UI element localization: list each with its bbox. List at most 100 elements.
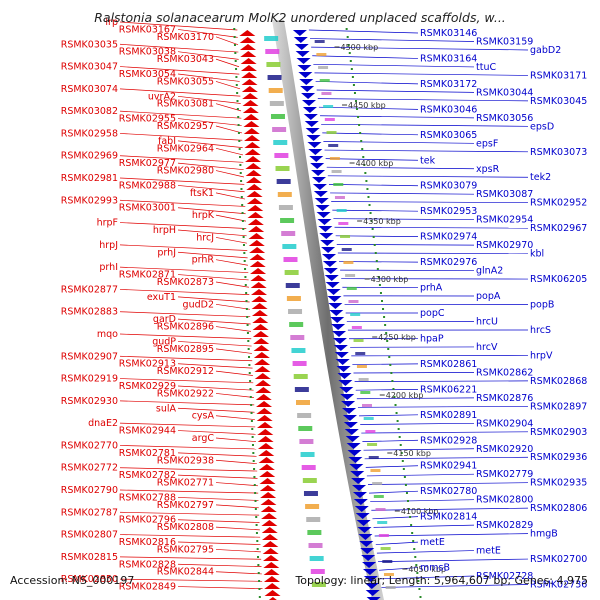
- right-gene-label[interactable]: RSMK02891: [420, 410, 477, 421]
- left-gene-label[interactable]: argC: [192, 433, 215, 444]
- right-gene-label[interactable]: popB: [530, 300, 554, 311]
- right-gene-label[interactable]: RSMK03046: [420, 104, 477, 115]
- left-gene-label[interactable]: RSMK03038: [119, 47, 176, 58]
- right-gene-label[interactable]: RSMK02936: [530, 452, 587, 463]
- right-gene-label[interactable]: RSMK03159: [476, 36, 533, 47]
- left-gene-label[interactable]: RSMK03001: [119, 203, 176, 214]
- right-gene-label[interactable]: RSMK02954: [476, 215, 533, 226]
- left-gene-label[interactable]: hrpK: [192, 210, 215, 221]
- left-gene-label[interactable]: RSMK02957: [157, 121, 214, 132]
- right-gene-label[interactable]: RSMK03164: [420, 53, 477, 64]
- left-gene-label[interactable]: RSMK02772: [61, 463, 118, 474]
- left-gene-label[interactable]: RSMK02797: [157, 500, 214, 511]
- left-gene-label[interactable]: RSMK02913: [119, 359, 176, 370]
- right-gene-label[interactable]: RSMK03087: [476, 189, 533, 200]
- right-gene-label[interactable]: tek: [420, 155, 436, 166]
- left-gene-label[interactable]: RSMK02796: [119, 515, 176, 526]
- right-gene-label[interactable]: hmgB: [530, 529, 558, 540]
- right-gene-label[interactable]: RSMK02970: [476, 240, 533, 251]
- right-gene-label[interactable]: epsD: [530, 121, 554, 132]
- left-gene-label[interactable]: RSMK02790: [61, 485, 118, 496]
- right-gene-label[interactable]: RSMK02814: [420, 512, 477, 523]
- left-gene-label[interactable]: RSMK02993: [61, 195, 118, 206]
- left-gene-label[interactable]: RSMK03167: [119, 24, 176, 35]
- left-gene-label[interactable]: hrpJ: [99, 240, 118, 251]
- right-gene-label[interactable]: RSMK06205: [530, 274, 587, 285]
- left-gene-label[interactable]: gudP: [152, 336, 176, 347]
- right-gene-label[interactable]: RSMK02700: [530, 554, 587, 565]
- right-gene-label[interactable]: mmsB: [420, 563, 450, 574]
- left-gene-label[interactable]: RSMK03035: [61, 39, 118, 50]
- left-gene-label[interactable]: RSMK02795: [157, 544, 214, 555]
- left-gene-label[interactable]: prhR: [192, 255, 215, 266]
- right-gene-label[interactable]: RSMK02829: [476, 520, 533, 531]
- left-gene-label[interactable]: mqo: [97, 329, 118, 340]
- left-gene-label[interactable]: RSMK03081: [157, 99, 214, 110]
- left-gene-label[interactable]: RSMK02896: [157, 322, 214, 333]
- right-gene-label[interactable]: RSMK03056: [476, 113, 533, 124]
- left-gene-label[interactable]: uvrA2: [148, 91, 176, 102]
- left-gene-label[interactable]: RSMK02771: [157, 478, 214, 489]
- left-gene-label[interactable]: RSMK02828: [119, 559, 176, 570]
- right-gene-label[interactable]: RSMK02862: [476, 367, 533, 378]
- right-gene-label[interactable]: RSMK02904: [476, 418, 533, 429]
- left-gene-label[interactable]: RSMK02922: [157, 388, 214, 399]
- left-gene-label[interactable]: RSMK02912: [157, 366, 214, 377]
- left-gene-label[interactable]: RSMK03047: [61, 62, 118, 73]
- left-gene-label[interactable]: RSMK02849: [119, 582, 176, 593]
- right-gene-label[interactable]: glnA2: [476, 266, 503, 277]
- left-gene-label[interactable]: RSMK02844: [157, 567, 214, 578]
- left-gene-label[interactable]: RSMK02781: [119, 448, 176, 459]
- left-gene-label[interactable]: gudD2: [183, 299, 214, 310]
- right-gene-label[interactable]: RSMK02861: [420, 359, 477, 370]
- right-gene-label[interactable]: RSMK02976: [420, 257, 477, 268]
- left-gene-label[interactable]: RSMK02808: [157, 522, 214, 533]
- right-gene-label[interactable]: RSMK03146: [420, 28, 477, 39]
- right-gene-label[interactable]: hrpV: [530, 350, 553, 361]
- right-gene-label[interactable]: RSMK02876: [476, 393, 533, 404]
- right-gene-label[interactable]: metE: [420, 537, 445, 548]
- left-gene-label[interactable]: sulA: [156, 403, 177, 414]
- right-gene-label[interactable]: hrcV: [476, 342, 498, 353]
- right-gene-label[interactable]: tek2: [530, 172, 551, 183]
- left-gene-label[interactable]: RSMK02788: [119, 492, 176, 503]
- left-gene-label[interactable]: RSMK02807: [61, 530, 118, 541]
- right-gene-label[interactable]: RSMK02935: [530, 478, 587, 489]
- right-gene-label[interactable]: RSMK03044: [476, 87, 533, 98]
- right-gene-label[interactable]: RSMK02967: [530, 223, 587, 234]
- right-gene-label[interactable]: hrcS: [530, 325, 551, 336]
- left-gene-label[interactable]: RSMK03055: [157, 76, 214, 87]
- right-gene-label[interactable]: RSMK02952: [530, 198, 587, 209]
- left-gene-label[interactable]: RSMK02883: [61, 307, 118, 318]
- right-gene-label[interactable]: RSMK03172: [420, 79, 477, 90]
- right-gene-label[interactable]: RSMK03045: [530, 96, 587, 107]
- right-gene-label[interactable]: RSMK02974: [420, 232, 477, 243]
- left-gene-label[interactable]: RSMK03074: [61, 84, 118, 95]
- left-gene-label[interactable]: hrpH: [153, 225, 176, 236]
- left-gene-label[interactable]: RSMK02873: [157, 277, 214, 288]
- right-gene-label[interactable]: RSMK03073: [530, 147, 587, 158]
- right-gene-label[interactable]: ttuC: [476, 62, 496, 73]
- right-gene-label[interactable]: RSMK02941: [420, 461, 477, 472]
- left-gene-label[interactable]: RSMK02980: [157, 166, 214, 177]
- right-gene-label[interactable]: RSMK02779: [476, 469, 533, 480]
- left-gene-label[interactable]: RSMK02977: [119, 158, 176, 169]
- left-gene-label[interactable]: RSMK02964: [157, 143, 214, 154]
- right-gene-label[interactable]: gabD2: [530, 45, 561, 56]
- left-gene-label[interactable]: lrp: [105, 17, 118, 28]
- left-gene-label[interactable]: RSMK03170: [157, 32, 214, 43]
- right-gene-label[interactable]: RSMK03065: [420, 130, 477, 141]
- left-gene-label[interactable]: exuT1: [147, 292, 176, 303]
- left-gene-label[interactable]: RSMK02930: [61, 396, 118, 407]
- right-gene-label[interactable]: RSMK02728: [476, 571, 533, 582]
- left-gene-label[interactable]: cysA: [192, 411, 215, 422]
- right-gene-label[interactable]: kbl: [530, 249, 544, 260]
- right-gene-label[interactable]: metE: [476, 546, 501, 557]
- left-gene-label[interactable]: hrcJ: [196, 232, 214, 243]
- right-gene-label[interactable]: RSMK02806: [530, 503, 587, 514]
- left-gene-label[interactable]: RSMK02981: [61, 173, 118, 184]
- right-gene-label[interactable]: RSMK02868: [530, 376, 587, 387]
- left-gene-label[interactable]: RSMK02782: [119, 470, 176, 481]
- left-gene-label[interactable]: RSMK02787: [61, 507, 118, 518]
